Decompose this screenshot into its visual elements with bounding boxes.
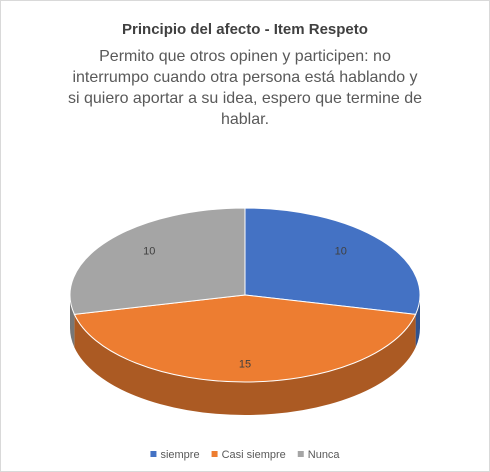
slice-side (74, 314, 416, 415)
chart-subtitle: hablar. (221, 111, 269, 128)
slice (73, 294, 417, 383)
data-label: 10 (335, 246, 347, 258)
legend-swatch (150, 451, 157, 457)
legend-label: Casi siempre (222, 449, 286, 461)
slice (244, 207, 421, 315)
legend-swatch (297, 451, 304, 457)
legend-swatch (211, 451, 218, 457)
legend-label: Nunca (308, 449, 341, 461)
slice (69, 207, 246, 315)
legend-label: siempre (160, 449, 199, 461)
legend: siempre Casi siempre Nunca (150, 449, 340, 461)
data-label: 10 (143, 246, 155, 258)
data-label: 15 (239, 359, 251, 371)
chart-title: Principio del afecto - Item Respeto (122, 21, 368, 38)
chart-subtitle: interrumpo cuando otra persona está habl… (72, 69, 417, 86)
chart-subtitle: si quiero aportar a su idea, espero que … (68, 90, 422, 107)
chart-subtitle: Permito que otros opinen y participen: n… (99, 48, 391, 65)
slice-side (415, 295, 420, 348)
slice-side (70, 295, 75, 348)
